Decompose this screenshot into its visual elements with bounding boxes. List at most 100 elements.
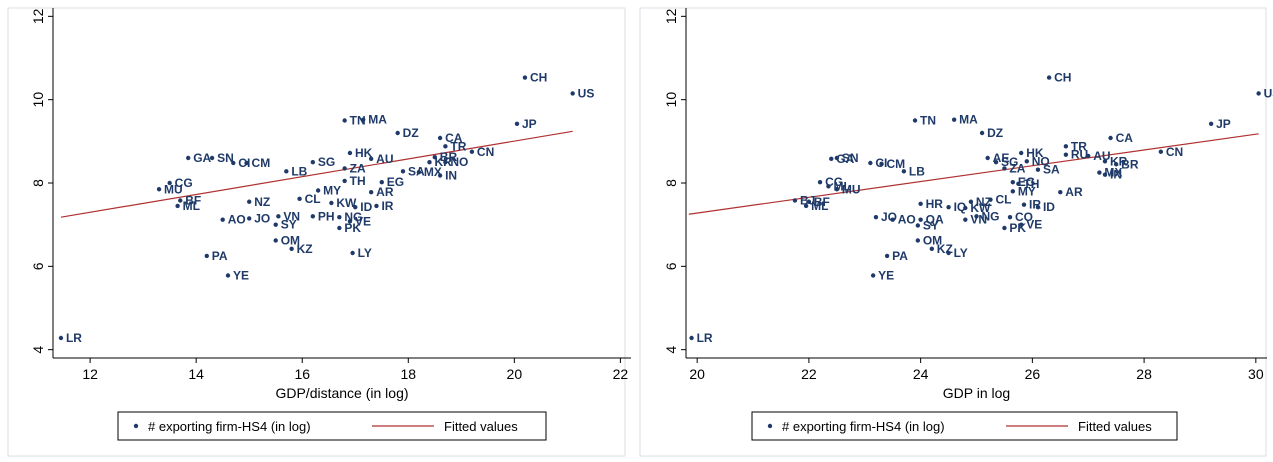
data-point (374, 203, 379, 209)
data-point (1097, 170, 1102, 175)
data-point (1035, 167, 1041, 172)
point-label: CM (887, 157, 906, 171)
data-point (1010, 179, 1016, 185)
data-point (289, 246, 294, 252)
point-label: US (578, 86, 595, 100)
point-label: CN (1166, 145, 1183, 159)
x-tick-label: 18 (400, 366, 416, 382)
x-tick-label: 22 (613, 366, 629, 382)
point-label: LY (358, 246, 372, 260)
panel-frame (7, 7, 626, 457)
x-tick-label: 30 (1248, 366, 1264, 382)
point-label: ML (183, 199, 200, 213)
point-label: PK (1009, 221, 1026, 235)
point-label: VE (1026, 218, 1042, 232)
data-point (175, 203, 180, 209)
y-tick-label: 12 (663, 8, 679, 24)
point-label: PA (892, 249, 908, 263)
x-tick-label: 12 (82, 366, 98, 382)
point-label: HK (355, 146, 373, 160)
point-label: IN (1110, 168, 1122, 182)
data-point (879, 161, 884, 167)
point-label: EG (387, 175, 404, 189)
data-point (231, 160, 236, 166)
data-point (1158, 149, 1164, 154)
point-label: US (1264, 86, 1273, 100)
y-tick-label: 10 (30, 92, 46, 108)
data-point (310, 214, 316, 219)
point-label: SA (1043, 163, 1060, 177)
data-point (929, 246, 935, 252)
point-label: AO (898, 213, 916, 227)
panel-gdp: 20 22 24 26 28 30 4 6 8 10 12 GDP in log LR CH US JP TN M… (639, 7, 1273, 457)
data-point (834, 187, 840, 192)
data-point (963, 205, 968, 211)
point-label: IN (445, 169, 457, 183)
point-label: AO (228, 213, 246, 227)
data-point (167, 180, 172, 186)
point-label: TR (450, 139, 466, 153)
data-point (342, 118, 347, 123)
data-point (979, 130, 985, 136)
point-label: KZ (297, 242, 313, 256)
data-point (342, 166, 347, 171)
data-point (974, 214, 979, 219)
x-tick-label: 28 (1136, 366, 1152, 382)
legend-box (117, 411, 547, 441)
point-label: HK (1026, 146, 1044, 160)
point-label: SG (1001, 155, 1018, 169)
point-label: MX (424, 165, 442, 179)
point-label: BF (185, 194, 201, 208)
data-point (347, 219, 353, 224)
data-point (968, 199, 974, 204)
point-label: TH (350, 174, 366, 188)
point-label: QA (926, 213, 944, 227)
data-point (806, 199, 812, 204)
point-label: ID (360, 200, 372, 214)
data-point (993, 159, 999, 165)
legend-label-fit: Fitted values (444, 419, 518, 434)
point-label: CH (530, 71, 547, 85)
data-point (1102, 159, 1108, 164)
point-label: TN (920, 114, 936, 128)
data-point (400, 169, 406, 174)
data-point (273, 238, 278, 243)
data-point (156, 187, 162, 192)
point-label: LB (291, 164, 307, 178)
point-label: NZ (254, 195, 270, 209)
data-point (1024, 159, 1029, 164)
point-label: CA (1116, 131, 1134, 145)
data-point (329, 200, 334, 206)
point-label: NO (1032, 154, 1050, 168)
point-label: JO (254, 211, 270, 225)
data-point (247, 216, 252, 221)
data-point (186, 155, 191, 161)
point-label: SG (318, 155, 335, 169)
data-point (1256, 91, 1261, 96)
data-point (1002, 225, 1007, 231)
data-point (946, 204, 951, 210)
data-point (915, 238, 921, 243)
data-point (432, 154, 437, 160)
point-label: SY (281, 218, 297, 232)
point-label: JP (1216, 117, 1231, 131)
data-point (946, 250, 951, 256)
data-point (1063, 152, 1069, 157)
data-point (337, 214, 342, 220)
point-label: NG (982, 209, 1000, 223)
data-point (522, 75, 528, 80)
data-point (829, 156, 834, 162)
legend-label-fit: Fitted values (1078, 419, 1152, 434)
point-label: CL (995, 193, 1011, 207)
point-label: PH (318, 209, 335, 223)
point-label: KW (970, 201, 991, 215)
data-point (884, 253, 890, 259)
x-tick-label: 20 (689, 366, 705, 382)
data-point (918, 217, 923, 222)
data-point (1208, 121, 1214, 127)
point-label: HR (926, 197, 944, 211)
data-point (817, 179, 823, 185)
point-label: CO (1015, 210, 1033, 224)
data-point (310, 159, 316, 165)
